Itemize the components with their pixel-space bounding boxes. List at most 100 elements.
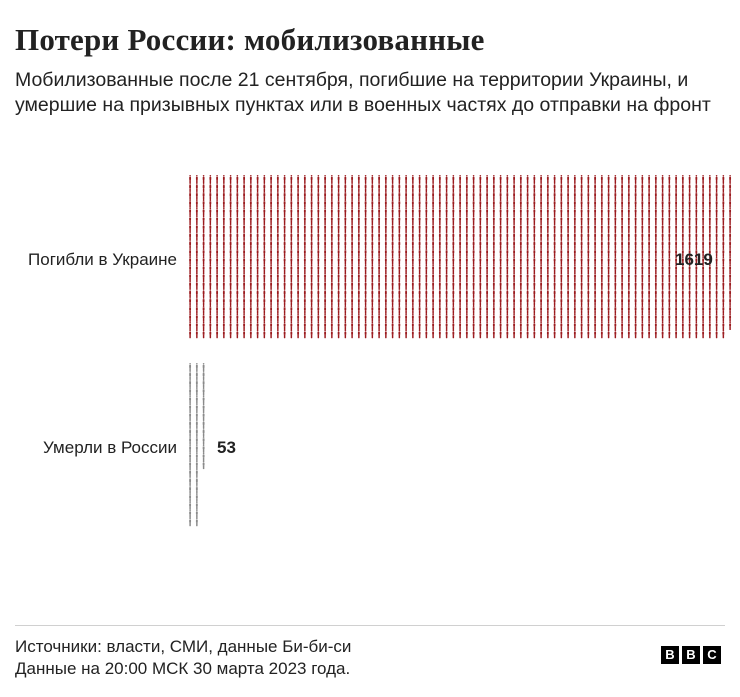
person-icon	[398, 183, 401, 192]
person-icon	[486, 272, 489, 282]
person-icon	[540, 321, 543, 331]
person-icon	[391, 215, 394, 225]
person-icon	[580, 240, 583, 249]
person-icon	[519, 264, 522, 274]
person-icon	[526, 248, 529, 257]
person-icon	[526, 199, 529, 208]
person-icon	[337, 183, 340, 192]
person-icon	[249, 232, 252, 241]
person-icon	[357, 232, 360, 241]
person-icon	[472, 280, 475, 290]
person-icon	[634, 199, 637, 208]
person-icon	[641, 272, 644, 282]
person-icon	[499, 264, 502, 274]
person-icon	[479, 191, 482, 200]
person-icon	[297, 272, 300, 282]
person-icon	[600, 305, 603, 314]
person-icon	[627, 199, 630, 208]
person-icon	[553, 289, 556, 298]
person-icon	[681, 215, 684, 225]
person-icon	[621, 313, 624, 322]
person-icon	[506, 223, 509, 233]
person-icon	[445, 199, 448, 208]
person-icon	[371, 248, 374, 257]
person-icon	[540, 223, 543, 233]
person-icon	[472, 175, 475, 184]
person-icon	[546, 207, 549, 216]
person-icon	[607, 207, 610, 216]
person-icon	[702, 240, 705, 249]
person-icon	[499, 305, 502, 314]
person-icon	[708, 240, 711, 249]
person-icon	[391, 223, 394, 233]
person-icon	[627, 223, 630, 233]
person-icon	[398, 223, 401, 233]
person-icon	[708, 191, 711, 200]
person-icon	[297, 175, 300, 184]
person-icon	[209, 305, 212, 314]
person-icon	[243, 232, 246, 241]
person-icon	[465, 232, 468, 241]
person-icon	[270, 264, 273, 274]
person-icon	[364, 223, 367, 233]
person-icon	[189, 387, 192, 396]
person-icon	[621, 207, 624, 216]
person-icon	[351, 240, 354, 249]
person-icon	[614, 272, 617, 282]
person-icon	[270, 289, 273, 298]
person-icon	[337, 207, 340, 216]
person-icon	[263, 297, 266, 306]
person-icon	[668, 175, 671, 184]
person-icon	[202, 272, 205, 282]
person-icon	[243, 256, 246, 265]
person-icon	[580, 280, 583, 290]
person-icon	[506, 321, 509, 331]
person-icon	[654, 297, 657, 306]
person-icon	[695, 240, 698, 249]
person-icon	[310, 175, 313, 184]
person-icon	[553, 248, 556, 257]
person-icon	[695, 280, 698, 290]
person-icon	[438, 321, 441, 331]
person-icon	[364, 207, 367, 216]
person-icon	[276, 272, 279, 282]
person-icon	[290, 321, 293, 331]
person-icon	[337, 329, 340, 339]
person-icon	[627, 256, 630, 265]
person-icon	[654, 207, 657, 216]
person-icon	[276, 175, 279, 184]
person-icon	[378, 272, 381, 282]
person-icon	[580, 223, 583, 233]
person-icon	[472, 183, 475, 192]
person-icon	[438, 223, 441, 233]
person-icon	[641, 191, 644, 200]
person-icon	[384, 223, 387, 233]
person-icon	[229, 240, 232, 249]
person-icon	[513, 248, 516, 257]
person-icon	[216, 215, 219, 225]
person-icon	[189, 329, 192, 339]
person-icon	[283, 207, 286, 216]
person-icon	[648, 272, 651, 282]
person-icon	[573, 321, 576, 331]
person-icon	[432, 321, 435, 331]
person-icon	[398, 297, 401, 306]
person-icon	[195, 289, 198, 298]
person-icon	[459, 313, 462, 322]
person-icon	[195, 207, 198, 216]
person-icon	[708, 329, 711, 339]
person-icon	[411, 305, 414, 314]
person-icon	[418, 256, 421, 265]
person-icon	[263, 232, 266, 241]
person-icon	[216, 272, 219, 282]
person-icon	[189, 468, 192, 478]
person-icon	[432, 215, 435, 225]
person-icon	[445, 191, 448, 200]
person-icon	[256, 175, 259, 184]
person-icon	[195, 199, 198, 208]
person-icon	[695, 215, 698, 225]
person-icon	[249, 264, 252, 274]
person-icon	[654, 264, 657, 274]
person-icon	[634, 183, 637, 192]
person-icon	[607, 329, 610, 339]
